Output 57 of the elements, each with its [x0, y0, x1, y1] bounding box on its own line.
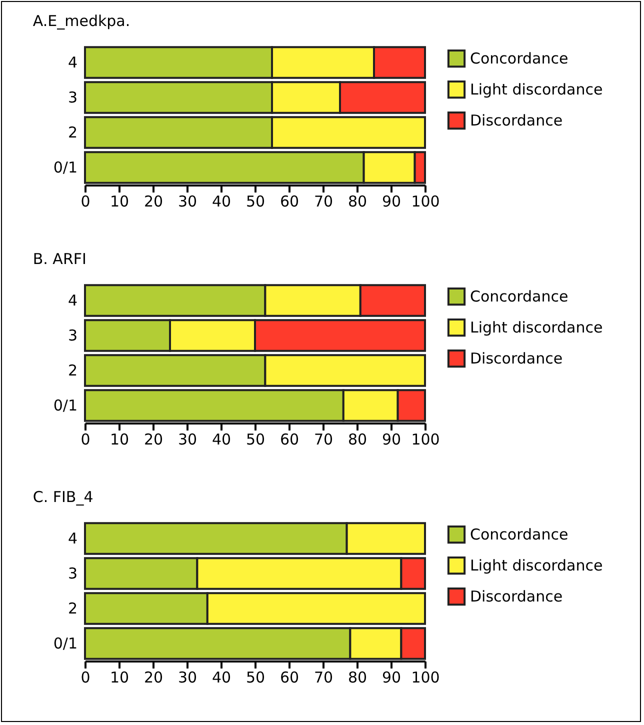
x-tick-label: 10 — [110, 192, 130, 210]
x-tick-label: 80 — [348, 192, 368, 210]
x-tick-label: 70 — [314, 192, 334, 210]
y-tick-label: 2 — [68, 362, 78, 380]
x-tick-label: 50 — [246, 430, 266, 448]
x-tick-label: 50 — [246, 668, 266, 686]
legend-label: Discordance — [470, 112, 563, 130]
x-tick-label: 60 — [280, 192, 300, 210]
x-tick-label: 80 — [348, 668, 368, 686]
chart-title: C. FIB_4 — [32, 488, 94, 506]
x-tick-label: 10 — [110, 430, 130, 448]
x-tick-label: 0 — [80, 430, 90, 448]
x-tick-label: 0 — [80, 668, 90, 686]
chart-title: A.E_medkpa. — [32, 12, 130, 30]
x-tick-label: 90 — [382, 192, 402, 210]
x-tick-label: 70 — [314, 668, 334, 686]
x-tick-label: 60 — [280, 668, 300, 686]
y-tick-label: 2 — [68, 124, 78, 142]
x-tick-label: 20 — [144, 192, 164, 210]
x-tick-label: 100 — [411, 668, 440, 686]
y-tick-label: 3 — [68, 326, 78, 344]
x-tick-label: 0 — [80, 192, 90, 210]
legend-label: Discordance — [470, 350, 563, 368]
x-tick-label: 10 — [110, 668, 130, 686]
x-tick-label: 90 — [382, 668, 402, 686]
legend-label: Light discordance — [470, 318, 603, 336]
y-tick-label: 0/1 — [53, 396, 78, 414]
x-tick-label: 30 — [178, 192, 198, 210]
x-tick-label: 80 — [348, 430, 368, 448]
legend-label: Concordance — [470, 50, 568, 68]
y-tick-label: 0/1 — [53, 634, 78, 652]
legend-label: Light discordance — [470, 80, 603, 98]
legend-label: Concordance — [470, 526, 568, 544]
legend-label: Light discordance — [470, 556, 603, 574]
y-tick-label: 0/1 — [53, 158, 78, 176]
x-tick-label: 50 — [246, 192, 266, 210]
x-tick-label: 100 — [411, 192, 440, 210]
x-tick-label: 20 — [144, 668, 164, 686]
x-tick-label: 30 — [178, 668, 198, 686]
x-tick-label: 40 — [212, 430, 232, 448]
chart-title: B. ARFI — [32, 250, 86, 268]
legend-label: Concordance — [470, 288, 568, 306]
y-tick-label: 4 — [68, 530, 78, 548]
y-tick-label: 2 — [68, 600, 78, 618]
y-tick-label: 4 — [68, 54, 78, 72]
x-tick-label: 90 — [382, 430, 402, 448]
x-tick-label: 40 — [212, 192, 232, 210]
y-tick-label: 3 — [68, 564, 78, 582]
x-tick-label: 40 — [212, 668, 232, 686]
legend-label: Discordance — [470, 588, 563, 606]
x-tick-label: 100 — [411, 430, 440, 448]
x-tick-label: 60 — [280, 430, 300, 448]
x-tick-label: 30 — [178, 430, 198, 448]
y-tick-label: 4 — [68, 292, 78, 310]
x-tick-label: 20 — [144, 430, 164, 448]
y-tick-label: 3 — [68, 88, 78, 106]
x-tick-label: 70 — [314, 430, 334, 448]
